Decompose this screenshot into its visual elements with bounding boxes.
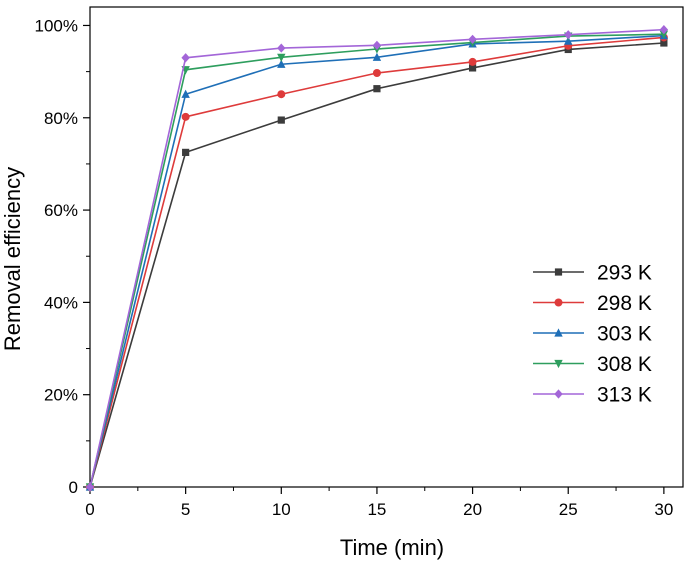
data-point	[468, 64, 477, 72]
series-line	[89, 36, 664, 488]
legend: 293 K 298 K 303 K 308 K 313 K	[533, 262, 652, 407]
x-tick-label: 10	[272, 500, 291, 519]
data-point	[468, 57, 477, 66]
data-point	[181, 112, 190, 121]
legend-label: 293 K	[597, 262, 652, 285]
data-point	[468, 34, 477, 44]
x-tick-label: 0	[85, 500, 94, 519]
legend-marker	[554, 359, 563, 369]
y-axis-label: Removal efficiency	[0, 167, 25, 351]
data-point	[372, 69, 381, 77]
data-point	[277, 90, 286, 99]
legend-item: 313 K	[533, 384, 652, 407]
y-tick-label: 80%	[44, 109, 78, 128]
y-tick-label: 100%	[35, 16, 78, 35]
legend-label: 298 K	[597, 292, 652, 315]
y-tick-label: 0	[69, 478, 78, 497]
x-tick-label: 25	[559, 500, 578, 519]
data-point	[181, 89, 190, 98]
legend-item: 303 K	[533, 323, 652, 346]
data-point	[277, 59, 286, 68]
data-point	[659, 30, 669, 39]
legend-label: 308 K	[597, 353, 652, 376]
series-293-k	[86, 39, 668, 491]
plot-axes: 0 5 10 15 20 25 30 0 20% 40% 60% 80% 100%	[35, 6, 684, 519]
series-303-k	[85, 31, 669, 491]
y-tick-label: 60%	[44, 201, 78, 220]
data-point	[277, 43, 286, 53]
data-point	[564, 30, 573, 40]
x-tick-label: 15	[367, 500, 386, 519]
data-point	[277, 53, 286, 62]
legend-item: 293 K	[533, 262, 652, 285]
data-point	[373, 85, 381, 93]
legend-label: 313 K	[597, 384, 652, 407]
legend-marker	[554, 328, 563, 337]
x-tick-label: 30	[654, 500, 673, 519]
data-point	[181, 53, 190, 63]
series-313-k	[85, 25, 669, 492]
x-tick-label: 20	[463, 500, 482, 519]
series-298-k	[86, 33, 668, 491]
legend-marker	[554, 298, 563, 307]
legend-item: 298 K	[533, 292, 652, 315]
data-point	[372, 52, 382, 61]
series-layer	[85, 25, 669, 492]
legend-marker	[554, 268, 563, 276]
legend-item: 308 K	[533, 353, 652, 376]
data-point	[182, 148, 190, 156]
series-308-k	[85, 30, 669, 492]
data-point	[660, 39, 668, 47]
legend-marker	[554, 389, 563, 399]
data-point	[659, 25, 669, 35]
x-axis-label: Time (min)	[340, 535, 444, 560]
y-tick-label: 40%	[44, 293, 78, 312]
data-point	[85, 482, 95, 492]
data-point	[277, 116, 285, 124]
series-line	[89, 28, 664, 488]
data-point	[372, 40, 382, 50]
plot-frame	[89, 6, 684, 488]
x-tick-label: 5	[181, 500, 190, 519]
legend-label: 303 K	[597, 323, 652, 346]
y-tick-label: 20%	[44, 386, 78, 405]
